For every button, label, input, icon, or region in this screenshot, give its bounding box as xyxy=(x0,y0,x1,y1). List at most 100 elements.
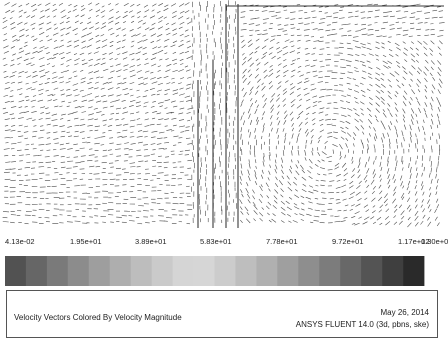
velocity-vector xyxy=(240,181,242,185)
velocity-vector xyxy=(115,112,120,115)
velocity-vector xyxy=(114,148,121,150)
velocity-vector xyxy=(369,102,373,106)
velocity-vector xyxy=(387,156,389,162)
velocity-vector xyxy=(81,95,87,98)
velocity-vector xyxy=(431,107,433,111)
velocity-vector xyxy=(47,99,52,102)
velocity-vector xyxy=(295,164,299,169)
velocity-vector xyxy=(438,40,443,45)
velocity-vector xyxy=(17,141,22,143)
velocity-vector xyxy=(308,191,314,194)
velocity-vector xyxy=(347,30,352,32)
velocity-vector xyxy=(355,10,359,12)
velocity-vector xyxy=(382,60,388,65)
velocity-vector xyxy=(150,77,156,80)
velocity-vector xyxy=(37,99,44,102)
velocity-vector xyxy=(53,23,57,26)
velocity-vector xyxy=(102,132,106,134)
velocity-vector xyxy=(319,48,325,50)
velocity-vector xyxy=(376,90,381,94)
velocity-vector xyxy=(340,66,346,68)
velocity-vector xyxy=(121,118,125,120)
velocity-vector xyxy=(318,135,322,140)
velocity-vector xyxy=(81,137,86,139)
velocity-vector xyxy=(303,87,308,91)
velocity-vector xyxy=(261,55,266,59)
velocity-vector xyxy=(378,196,383,202)
velocity-vector xyxy=(39,39,43,42)
velocity-vector xyxy=(430,29,435,31)
velocity-vector xyxy=(51,119,58,121)
velocity-vector xyxy=(423,6,430,8)
velocity-vector xyxy=(324,12,328,14)
velocity-vector xyxy=(52,8,58,12)
velocity-vector xyxy=(158,20,163,23)
velocity-vector xyxy=(59,105,63,108)
velocity-vector xyxy=(367,144,369,150)
velocity-vector xyxy=(144,160,149,162)
velocity-vector xyxy=(362,131,365,135)
legend-band xyxy=(130,256,152,286)
velocity-vector xyxy=(40,10,44,13)
velocity-vector xyxy=(131,20,135,23)
velocity-vector xyxy=(53,99,58,101)
velocity-vector xyxy=(114,22,120,25)
velocity-vector xyxy=(136,149,141,151)
velocity-vector xyxy=(343,217,348,219)
velocity-vector xyxy=(242,111,245,115)
velocity-vector xyxy=(172,28,177,32)
velocity-vector xyxy=(352,168,356,172)
velocity-vector xyxy=(110,70,115,73)
velocity-vector xyxy=(102,57,106,60)
velocity-vector xyxy=(179,100,184,103)
velocity-vector xyxy=(79,22,83,24)
velocity-vector xyxy=(431,113,433,118)
velocity-vector xyxy=(32,70,37,74)
velocity-vector xyxy=(152,52,158,56)
velocity-vector xyxy=(340,107,346,110)
velocity-vector xyxy=(415,96,418,100)
velocity-vector xyxy=(51,113,58,116)
velocity-vector xyxy=(278,81,282,85)
velocity-vector xyxy=(265,205,270,210)
velocity-vector xyxy=(109,178,116,180)
velocity-vector xyxy=(290,11,296,13)
velocity-vector xyxy=(280,200,285,205)
velocity-vector xyxy=(144,62,149,65)
velocity-vector xyxy=(361,112,365,116)
velocity-vector xyxy=(359,82,364,85)
velocity-vector xyxy=(130,166,136,168)
velocity-vector xyxy=(261,85,266,91)
velocity-vector xyxy=(340,126,344,129)
velocity-vector xyxy=(60,118,64,120)
velocity-vector xyxy=(271,15,278,17)
velocity-vector xyxy=(124,142,129,144)
velocity-vector xyxy=(249,4,254,6)
velocity-vector xyxy=(278,180,283,186)
velocity-vector xyxy=(3,64,8,66)
velocity-vector xyxy=(403,124,407,130)
velocity-vector xyxy=(360,43,366,46)
velocity-vector xyxy=(375,83,381,88)
velocity-vector xyxy=(66,65,70,67)
velocity-vector xyxy=(259,212,264,217)
velocity-vector xyxy=(394,42,400,46)
velocity-vector xyxy=(259,217,263,222)
velocity-vector xyxy=(67,112,74,115)
velocity-vector xyxy=(86,93,93,96)
velocity-vector xyxy=(348,88,352,91)
velocity-vector xyxy=(80,155,86,157)
velocity-vector xyxy=(18,117,24,119)
velocity-vector xyxy=(88,71,94,74)
velocity-vector xyxy=(402,167,404,171)
velocity-vector xyxy=(254,74,259,79)
velocity-vector xyxy=(121,168,126,170)
velocity-vector xyxy=(366,184,370,188)
velocity-vector xyxy=(184,10,190,14)
velocity-vector xyxy=(402,108,406,114)
velocity-vector xyxy=(171,22,176,26)
velocity-vector xyxy=(395,119,398,123)
velocity-vector xyxy=(24,96,29,98)
velocity-vector xyxy=(357,162,361,169)
velocity-vector xyxy=(416,3,421,5)
